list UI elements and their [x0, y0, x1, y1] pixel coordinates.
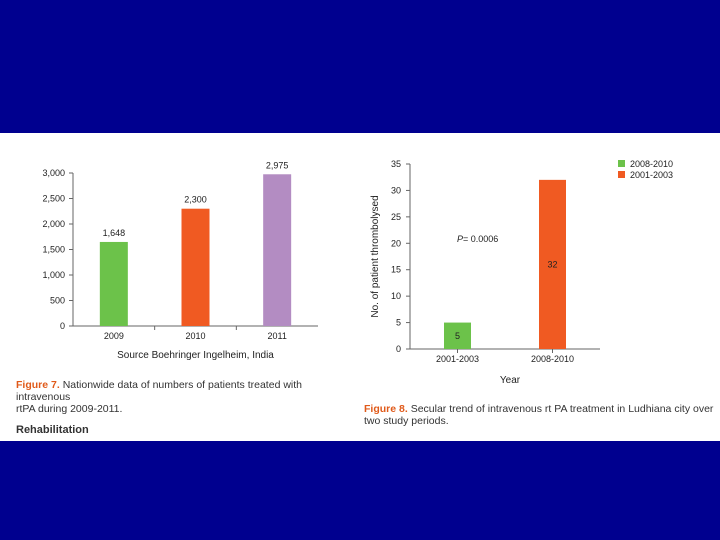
chart2-x-axis-label: Year	[500, 375, 521, 386]
chart2-legend-label: 2001-2003	[630, 170, 673, 180]
figure-7-caption: Figure 7. Nationwide data of numbers of …	[16, 379, 346, 415]
figure-8-label: Figure 8.	[364, 403, 408, 415]
chart2-ytick-label: 30	[391, 185, 401, 195]
chart2-data-label: 5	[455, 331, 460, 341]
chart2-legend-label: 2008-2010	[630, 159, 673, 169]
chart1-xtick-label: 2009	[104, 331, 124, 341]
chart1-bar	[263, 174, 292, 326]
chart1-xtick-label: 2010	[185, 331, 205, 341]
chart1-ytick-label: 2,000	[42, 219, 65, 229]
chart1-data-label: 2,975	[266, 160, 289, 170]
chart2-ytick-label: 0	[396, 344, 401, 354]
chart1-ytick-label: 1,500	[42, 245, 65, 255]
p-value: = 0.0006	[463, 234, 498, 244]
chart-nationwide-rtpa: 0 500 1,000 1,500 2,000 2,500 3,000 1,648 2009 2,…	[42, 160, 318, 361]
chart2-ytick-label: 10	[391, 291, 401, 301]
chart1-ytick-label: 1,000	[42, 270, 65, 280]
chart1-bar	[181, 208, 210, 326]
chart2-ytick-label: 35	[391, 159, 401, 169]
chart1-ytick-label: 500	[50, 296, 65, 306]
p-symbol: P	[457, 234, 463, 244]
chart2-ytick-label: 15	[391, 265, 401, 275]
chart1-data-label: 1,648	[103, 228, 126, 238]
chart-ludhiana-trend: 0 5 10 15 20 25 30 35 5 2001-2003 32 2008-2010 Year N…	[370, 159, 673, 386]
chart2-y-axis-label: No. of patient thrombolysed	[370, 195, 381, 317]
chart2-bar	[539, 179, 566, 349]
chart2-xtick-label: 2001-2003	[436, 354, 479, 364]
chart2-p-value-annotation: P= 0.0006	[457, 234, 498, 244]
chart2-ytick-label: 5	[396, 318, 401, 328]
chart1-ytick-label: 2,500	[42, 194, 65, 204]
figure-8-caption: Figure 8. Secular trend of intravenous r…	[364, 403, 714, 427]
figure-7-text-line2: rtPA during 2009-2011.	[16, 403, 123, 415]
chart2-xtick-label: 2008-2010	[531, 354, 574, 364]
chart2-legend-swatch	[618, 160, 625, 167]
figure-panel: 0 500 1,000 1,500 2,000 2,500 3,000 1,648 2009 2,…	[0, 133, 720, 441]
chart2-data-label: 32	[547, 259, 557, 269]
section-heading: Rehabilitation	[16, 424, 89, 436]
chart1-data-label: 2,300	[184, 195, 207, 205]
chart1-xtick-label: 2011	[267, 331, 286, 341]
chart1-bar	[99, 241, 128, 326]
figure-7-text-line1: Nationwide data of numbers of patients t…	[16, 379, 302, 403]
figure-8-text-line2: two study periods.	[364, 415, 449, 427]
figure-7-label: Figure 7.	[16, 379, 60, 391]
chart1-ytick-label: 0	[60, 321, 65, 331]
chart2-legend-swatch	[618, 171, 625, 178]
figure-8-text-line1: Secular trend of intravenous rt PA treat…	[410, 403, 714, 415]
chart2-bar	[444, 322, 471, 349]
chart2-ytick-label: 25	[391, 212, 401, 222]
chart1-x-axis-label: Source Boehringer Ingelheim, India	[117, 350, 274, 361]
chart2-ytick-label: 20	[391, 238, 401, 248]
chart1-ytick-label: 3,000	[42, 168, 65, 178]
